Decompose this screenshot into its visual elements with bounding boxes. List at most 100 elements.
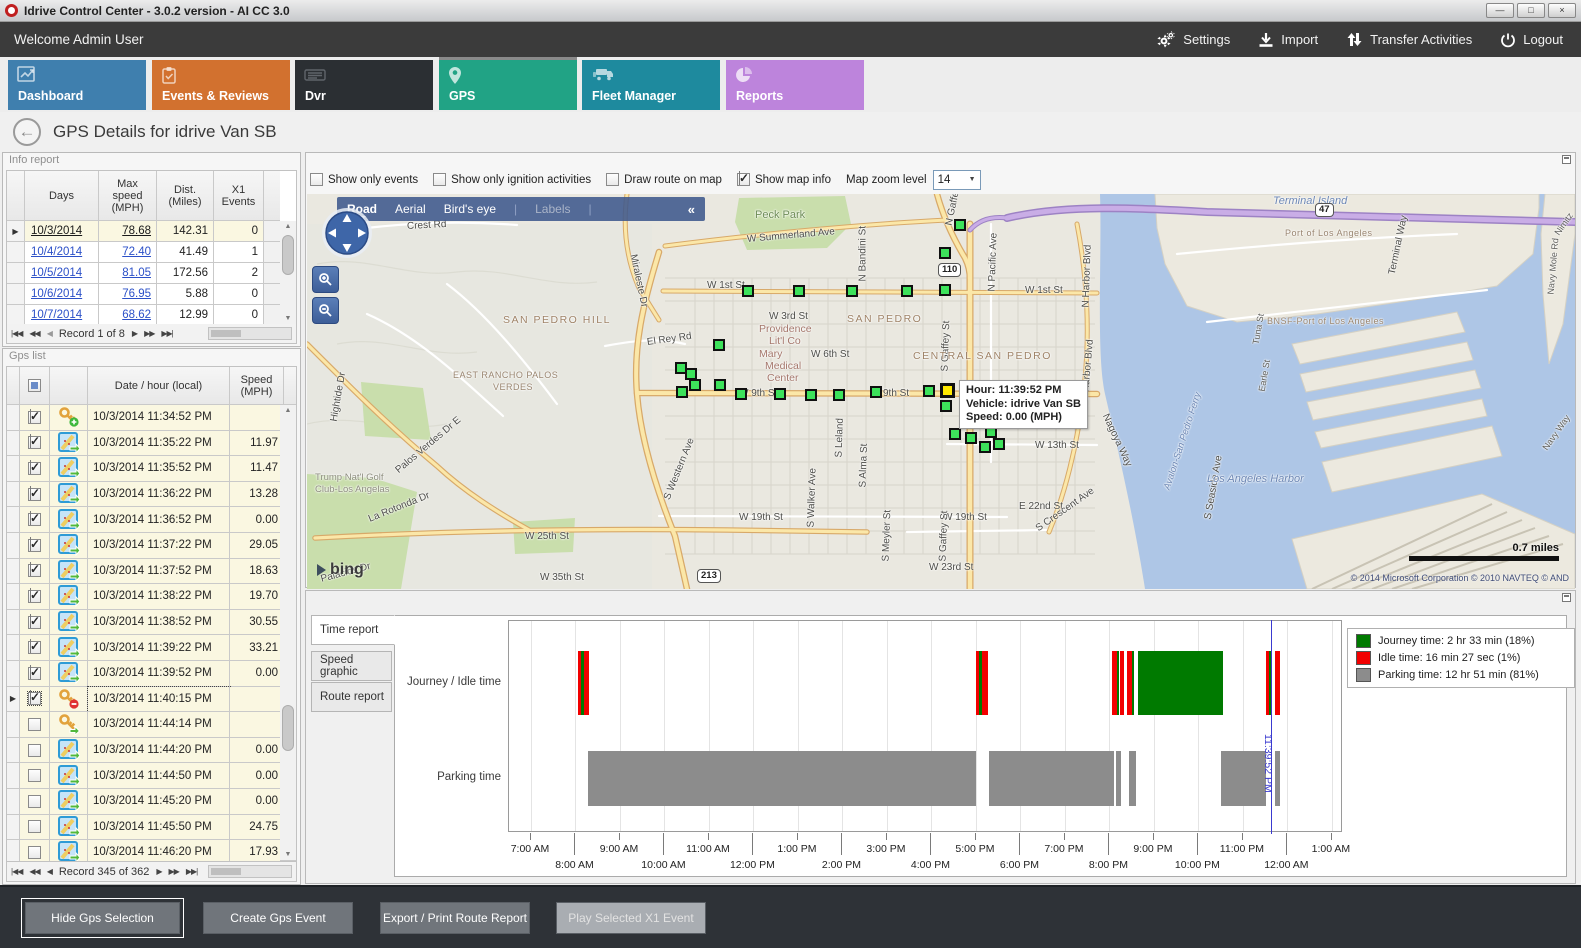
nav-prev-page-icon[interactable]: ◀◀	[29, 867, 40, 876]
nav-first-icon[interactable]: |◀◀	[11, 867, 23, 876]
row-checkbox[interactable]: ✓	[28, 562, 41, 578]
row-checkbox[interactable]	[28, 794, 41, 808]
gps-marker[interactable]	[735, 388, 747, 400]
col-dist[interactable]: Dist. (Miles)	[157, 171, 214, 221]
tab-events-reviews[interactable]: Events & Reviews	[152, 60, 290, 110]
gps-row[interactable]: 10/3/2014 11:45:50 PM 24.75	[7, 814, 296, 841]
gps-row[interactable]: 10/3/2014 11:44:20 PM 0.00	[7, 737, 296, 764]
gps-marker[interactable]	[993, 438, 1005, 450]
max-speed-link[interactable]: 72.40	[122, 246, 151, 258]
map-style-birdseye[interactable]: Bird's eye	[443, 202, 496, 216]
horizontal-scrollbar[interactable]	[208, 865, 292, 878]
transfer-activities-button[interactable]: Transfer Activities	[1346, 31, 1472, 48]
gps-marker[interactable]	[833, 389, 845, 401]
nav-prev-icon[interactable]: ◀	[46, 867, 53, 876]
row-checkbox[interactable]: ✓	[28, 434, 41, 450]
day-link[interactable]: 10/7/2014	[31, 309, 83, 321]
tab-gps[interactable]: GPS	[439, 57, 577, 110]
gps-marker[interactable]	[939, 247, 951, 259]
map-compass[interactable]	[320, 206, 374, 263]
gps-marker[interactable]	[954, 219, 966, 231]
max-speed-link[interactable]: 68.62	[122, 309, 151, 321]
row-checkbox[interactable]	[28, 820, 41, 834]
row-checkbox[interactable]: ✓	[28, 408, 41, 424]
row-checkbox[interactable]: ✓	[28, 664, 41, 680]
nav-last-icon[interactable]: ▶▶|	[185, 867, 198, 876]
table-row[interactable]: 10/5/2014 81.05 172.56 2	[7, 263, 296, 284]
row-checkbox[interactable]: ✓	[28, 511, 41, 527]
nav-first-icon[interactable]: |◀◀	[11, 329, 23, 338]
nav-prev-icon[interactable]: ◀	[46, 329, 53, 338]
play-selected-x1-event-button[interactable]: Play Selected X1 Event	[556, 901, 706, 934]
gps-marker[interactable]	[940, 400, 952, 412]
gps-row[interactable]: ✓ 10/3/2014 11:35:22 PM 11.97	[7, 430, 296, 457]
vertical-scrollbar[interactable]: ▲ ▼	[280, 405, 296, 861]
map-zoom-select[interactable]: 14 ▼	[932, 169, 981, 190]
gps-row[interactable]: 10/3/2014 11:45:20 PM 0.00	[7, 788, 296, 815]
map-style-labels[interactable]: Labels	[535, 202, 571, 216]
tab-speed-graphic[interactable]: Speed graphic	[311, 651, 392, 681]
nav-last-icon[interactable]: ▶▶|	[161, 329, 173, 338]
tab-dashboard[interactable]: Dashboard	[8, 60, 146, 110]
gps-row[interactable]: ✓ 10/3/2014 11:39:22 PM 33.21	[7, 635, 296, 661]
horizontal-scrollbar[interactable]	[208, 327, 292, 340]
logout-button[interactable]: Logout	[1500, 32, 1563, 48]
gps-marker[interactable]	[939, 284, 951, 296]
row-checkbox[interactable]: ✓	[28, 613, 41, 629]
row-checkbox[interactable]	[28, 845, 41, 859]
gps-marker[interactable]	[923, 385, 935, 397]
gps-marker[interactable]	[805, 389, 817, 401]
gps-row[interactable]: ✓ 10/3/2014 11:39:52 PM 0.00	[7, 660, 296, 687]
gps-row[interactable]: ✓ 10/3/2014 11:35:52 PM 11.47	[7, 456, 296, 482]
nav-next-page-icon[interactable]: ▶▶	[144, 329, 155, 338]
row-checkbox[interactable]: ✓	[28, 536, 41, 552]
row-checkbox[interactable]: ✓	[28, 459, 41, 475]
day-link[interactable]: 10/5/2014	[31, 267, 83, 279]
gps-row[interactable]: 10/3/2014 11:44:14 PM	[7, 712, 296, 738]
map-style-aerial[interactable]: Aerial	[395, 202, 426, 216]
gps-row[interactable]: ✓ 10/3/2014 11:36:52 PM 0.00	[7, 507, 296, 533]
bing-map[interactable]: Crest Rd W Summerland Ave Miraleste Dr W 1s…	[307, 194, 1575, 589]
show-map-info-checkbox[interactable]: ✓ Show map info	[736, 171, 832, 186]
gps-row[interactable]: ✓ 10/3/2014 11:34:52 PM	[7, 405, 296, 431]
select-all-checkbox[interactable]	[20, 367, 50, 405]
col-max-speed[interactable]: Max speed (MPH)	[99, 171, 157, 221]
col-x1-events[interactable]: X1 Events	[214, 171, 264, 221]
row-checkbox[interactable]: ✓	[28, 639, 41, 655]
maximize-button[interactable]: □	[1517, 3, 1545, 18]
gps-row[interactable]: ✓ 10/3/2014 11:37:22 PM 29.05	[7, 532, 296, 559]
max-speed-link[interactable]: 76.95	[122, 288, 151, 300]
table-row[interactable]: 10/4/2014 72.40 41.49 1	[7, 242, 296, 263]
gps-marker[interactable]	[949, 428, 961, 440]
tab-reports[interactable]: Reports	[726, 60, 864, 110]
collapse-icon[interactable]: «	[687, 201, 695, 217]
row-checkbox[interactable]	[28, 717, 41, 731]
gps-marker[interactable]	[676, 386, 688, 398]
table-row[interactable]: ▶ 10/3/2014 78.68 142.31 0	[7, 221, 296, 242]
nav-prev-page-icon[interactable]: ◀◀	[29, 329, 40, 338]
day-link[interactable]: 10/4/2014	[31, 246, 83, 258]
minimize-button[interactable]: —	[1486, 3, 1514, 18]
gps-row[interactable]: 10/3/2014 11:44:50 PM 0.00	[7, 763, 296, 789]
back-button[interactable]: ←	[13, 118, 41, 146]
gps-row[interactable]: 10/3/2014 11:46:20 PM 17.93	[7, 840, 296, 861]
row-checkbox[interactable]	[28, 769, 41, 783]
table-row[interactable]: 10/6/2014 76.95 5.88 0	[7, 284, 296, 305]
settings-button[interactable]: Settings	[1157, 31, 1230, 48]
day-link[interactable]: 10/6/2014	[31, 288, 83, 300]
row-checkbox[interactable]: ✓	[28, 485, 41, 501]
gps-marker[interactable]	[689, 379, 701, 391]
panel-maximize-icon[interactable]	[1562, 593, 1571, 602]
gps-marker[interactable]	[846, 285, 858, 297]
nav-next-icon[interactable]: ▶	[156, 867, 162, 876]
gps-marker[interactable]	[901, 285, 913, 297]
import-button[interactable]: Import	[1258, 32, 1318, 48]
map-zoom-out-button[interactable]	[312, 297, 339, 324]
col-days[interactable]: Days	[25, 171, 99, 221]
row-checkbox[interactable]: ✓	[28, 587, 41, 603]
gps-row[interactable]: ✓ 10/3/2014 11:36:22 PM 13.28	[7, 481, 296, 508]
day-link[interactable]: 10/3/2014	[31, 225, 83, 237]
gps-row[interactable]: ✓ 10/3/2014 11:37:52 PM 18.63	[7, 558, 296, 585]
show-only-ignition-checkbox[interactable]: Show only ignition activities	[433, 173, 591, 186]
table-row[interactable]: 10/7/2014 68.62 12.99 0	[7, 305, 296, 325]
